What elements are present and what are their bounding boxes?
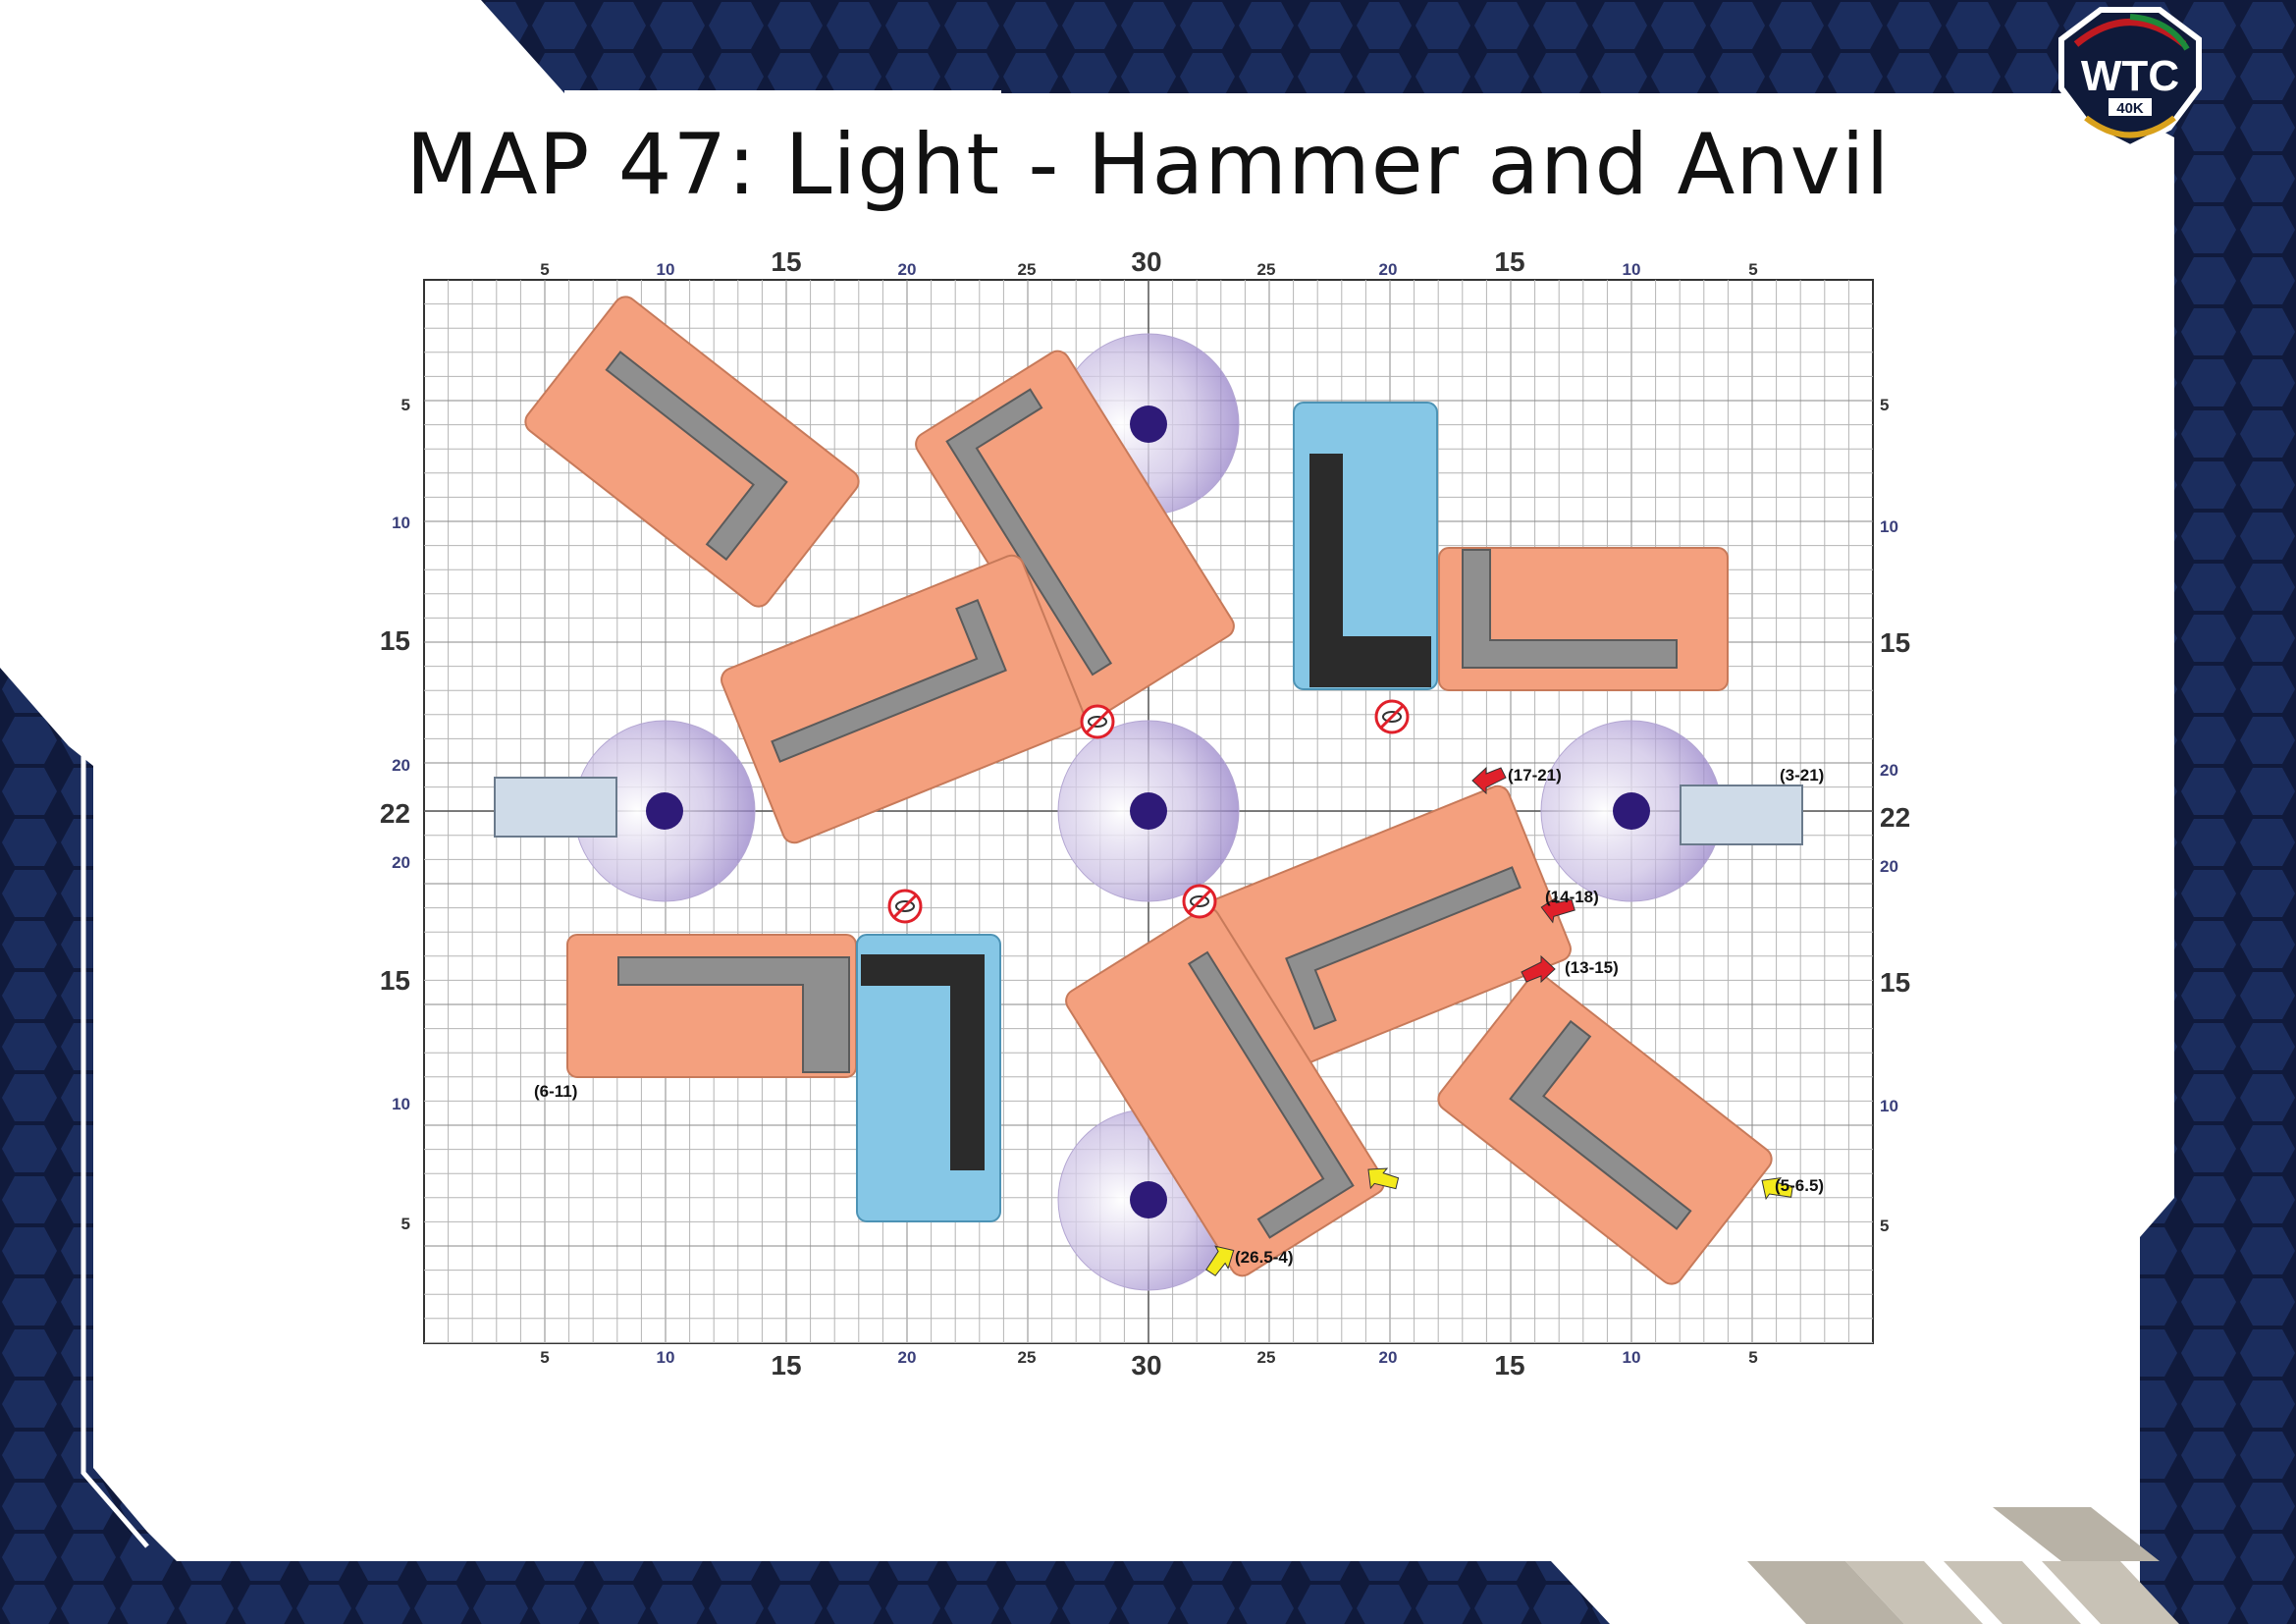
axis-tick-label: 22 [380, 798, 410, 829]
no-sight-icon [887, 889, 923, 924]
axis-tick-label: 5 [401, 1215, 410, 1233]
axis-tick-label: 20 [898, 1348, 917, 1367]
page-title: MAP 47: Light - Hammer and Anvil [405, 116, 1891, 214]
axis-tick-label: 5 [401, 396, 410, 414]
frame-left-band [0, 668, 147, 1532]
axis-tick-label: 25 [1018, 260, 1037, 279]
annotation-label: (5-6.5) [1775, 1176, 1824, 1195]
ruin-wall [1462, 549, 1678, 669]
red-arrow-icon [1540, 895, 1575, 924]
forest-rocks [861, 954, 985, 1170]
frame-stripe [1993, 1507, 2160, 1561]
annotation-label: (3-21) [1780, 766, 1824, 785]
no-sight-icon [1182, 884, 1217, 919]
axis-ticks: 5 10 15 20 25 30 25 20 15 10 5 5 10 15 20 25 30 25 20 15 10 5… [380, 246, 1910, 1380]
yellow-arrow-icon [1367, 1167, 1400, 1190]
ruin [1437, 973, 1773, 1285]
axis-tick-label: 5 [1880, 396, 1889, 414]
axis-tick-label: 15 [1880, 967, 1910, 998]
axis-tick-label: 25 [1257, 1348, 1276, 1367]
axis-tick-label: 15 [380, 625, 410, 656]
yellow-arrow-icon [1761, 1176, 1793, 1201]
axis-tick-label: 5 [1748, 260, 1757, 279]
objective-marker [646, 792, 683, 830]
axis-tick-label: 15 [771, 246, 801, 277]
frame-stripe [1747, 1561, 1904, 1624]
axis-tick-label: 15 [380, 965, 410, 996]
frame-right-band [2091, 0, 2296, 1624]
axis-tick-label: 10 [392, 1095, 410, 1113]
no-sight-icon [1374, 699, 1410, 734]
no-sight-icon [1080, 704, 1115, 739]
red-arrow-icon [1471, 766, 1507, 795]
axis-tick-label: 20 [898, 260, 917, 279]
axis-tick-label: 5 [1748, 1348, 1757, 1367]
annotation-label: (14-18) [1545, 888, 1599, 906]
ruin [1065, 906, 1385, 1277]
frame-outline [0, 654, 149, 1548]
axis-tick-label: 5 [540, 260, 549, 279]
objective-marker [1130, 406, 1167, 443]
objective-markers [646, 406, 1650, 1218]
objective-marker [1130, 1181, 1167, 1218]
axis-tick-label: 10 [1880, 1097, 1898, 1115]
frame-stripe [2042, 1561, 2179, 1624]
container-left [494, 777, 617, 838]
logo-subtext: 40K [2116, 100, 2144, 117]
annotation-label: (17-21) [1508, 766, 1562, 785]
axis-tick-label: 10 [1880, 517, 1898, 536]
axis-tick-label: 5 [540, 1348, 549, 1367]
logo-text: WTC [2081, 52, 2179, 100]
annotation-label: (13-15) [1565, 958, 1619, 977]
axis-tick-label: 25 [1018, 1348, 1037, 1367]
axis-tick-label: 10 [657, 260, 675, 279]
axis-tick-label: 10 [1623, 1348, 1641, 1367]
axis-tick-label: 20 [1379, 1348, 1398, 1367]
forest-rocks [1309, 454, 1431, 687]
wtc-logo: WTC 40K [2058, 7, 2202, 151]
axis-tick-label: 10 [657, 1348, 675, 1367]
axis-tick-label: 5 [1880, 1217, 1889, 1235]
axis-tick-label: 20 [392, 853, 410, 872]
axis-tick-label: 22 [1880, 802, 1910, 833]
axis-tick-label: 10 [392, 514, 410, 532]
axis-tick-label: 25 [1257, 260, 1276, 279]
objective-marker [1613, 792, 1650, 830]
axis-tick-label: 20 [1880, 857, 1898, 876]
ruin-wall [617, 956, 850, 1073]
axis-tick-label: 20 [1880, 761, 1898, 780]
axis-tick-label: 15 [771, 1350, 801, 1380]
axis-tick-label: 10 [1623, 260, 1641, 279]
objective-marker [1130, 792, 1167, 830]
frame-stripe [1845, 1561, 1983, 1624]
forest-terrain [856, 402, 1438, 1222]
ruin-terrain [524, 296, 1773, 1285]
axis-tick-label: 15 [1494, 246, 1524, 277]
no-sight-icons [887, 699, 1410, 924]
annotation-label: (26.5-4) [1235, 1248, 1294, 1267]
axis-tick-label: 15 [1880, 627, 1910, 658]
frame-stripe [1944, 1561, 2081, 1624]
yellow-arrow-icon [1205, 1245, 1235, 1276]
axis-tick-label: 30 [1131, 1350, 1161, 1380]
axis-tick-label: 20 [1379, 260, 1398, 279]
frame-top-band [481, 0, 2296, 93]
ruin [1206, 785, 1572, 1075]
frame-bottom-band [0, 1532, 1610, 1624]
container-right [1680, 785, 1803, 845]
ruin [524, 296, 860, 608]
position-arrows [1205, 766, 1793, 1276]
red-arrow-icon [1521, 954, 1556, 984]
ruin [721, 554, 1086, 844]
axis-tick-label: 20 [392, 756, 410, 775]
axis-tick-label: 30 [1131, 246, 1161, 277]
axis-tick-label: 15 [1494, 1350, 1524, 1380]
annotation-label: (6-11) [534, 1082, 577, 1101]
